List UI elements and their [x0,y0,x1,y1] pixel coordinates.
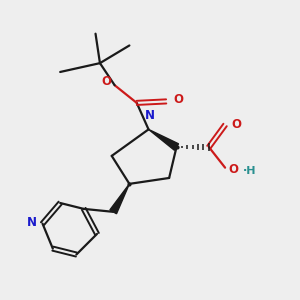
Text: O: O [174,93,184,106]
Text: ·H: ·H [243,166,256,176]
Text: N: N [27,216,37,229]
Text: O: O [231,118,241,131]
Text: O: O [102,75,112,88]
Polygon shape [148,129,178,150]
Text: O: O [228,163,238,176]
Polygon shape [110,184,129,214]
Text: N: N [145,109,155,122]
